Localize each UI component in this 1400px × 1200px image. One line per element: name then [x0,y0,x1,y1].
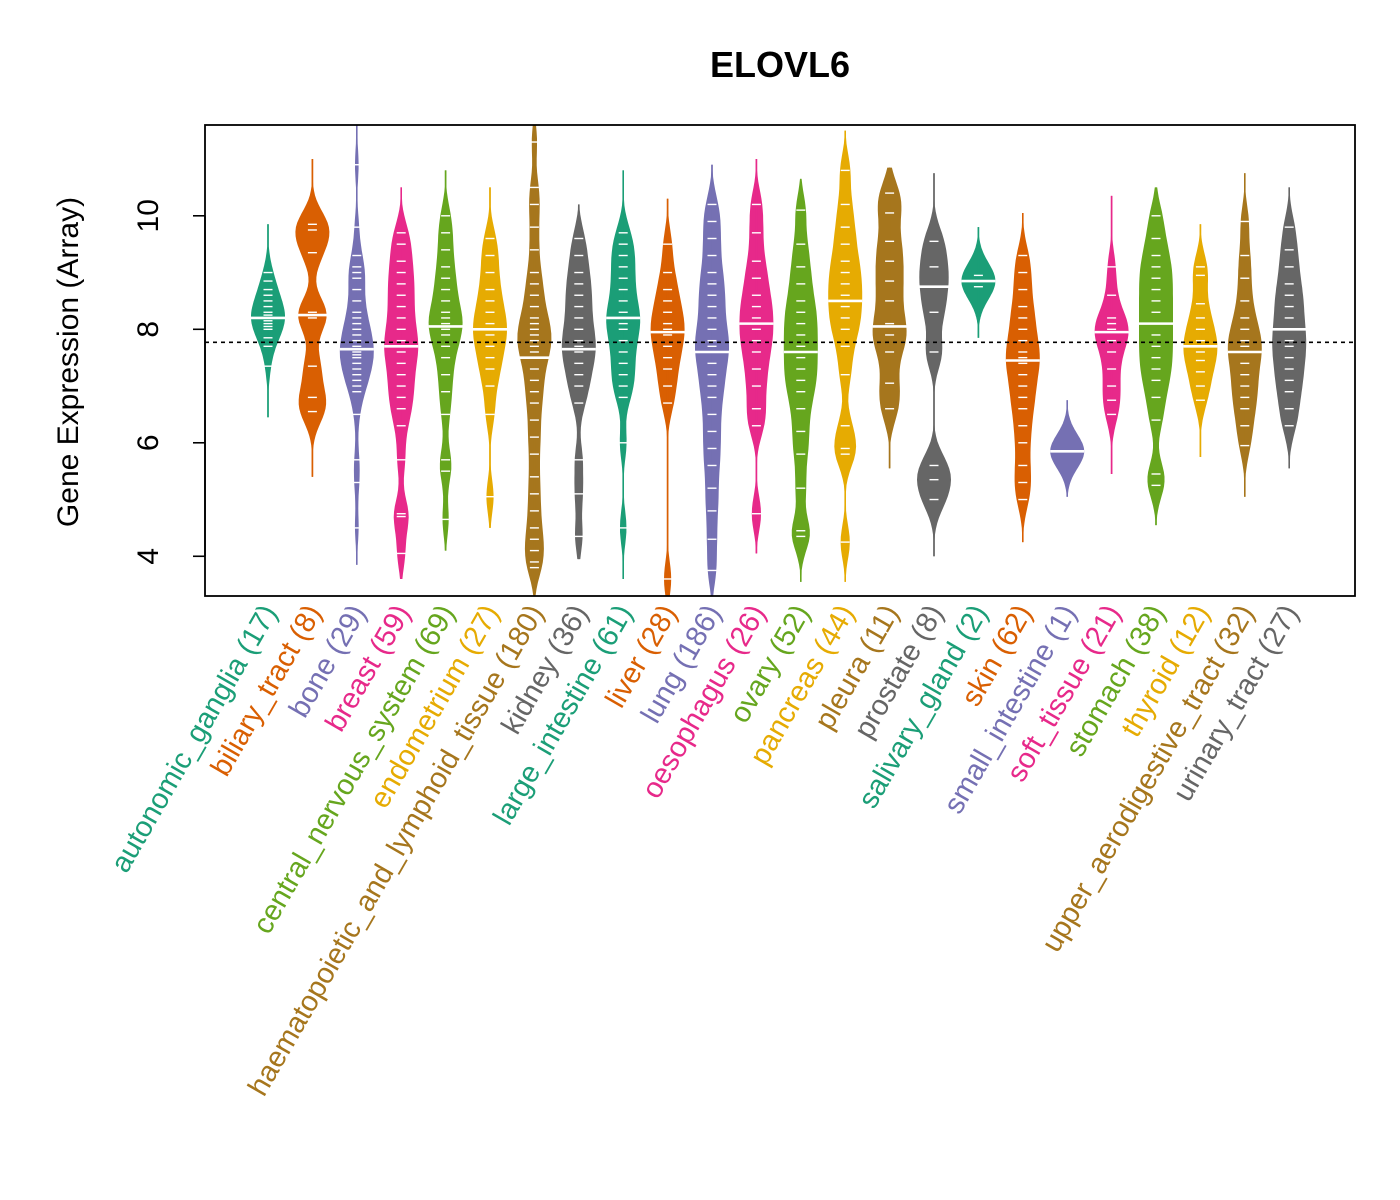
violin-0 [251,224,285,418]
violin-14 [872,167,907,469]
violin-16 [961,227,996,338]
violin-10 [695,164,729,596]
y-tick-label: 8 [132,321,165,338]
violin-22 [1227,173,1262,497]
violin-group [251,125,1307,597]
violin-11 [739,159,774,554]
violin-4 [428,170,463,551]
plot-frame [204,124,1356,597]
x-axis-labels: autonomic_ganglia (17)biliary_tract (8)b… [105,599,1305,1101]
violin-8 [606,170,641,579]
violin-21 [1183,224,1218,457]
violin-3 [384,187,419,579]
violin-19 [1094,195,1129,474]
y-tick-label: 6 [132,434,165,451]
violin-1 [295,159,330,477]
y-axis-label: Gene Expression (Array) [52,197,85,527]
violin-17 [1005,212,1040,543]
violin-6 [517,125,552,596]
violin-9 [650,198,685,597]
violin-20 [1139,187,1173,526]
y-tick-label: 4 [132,548,165,565]
violin-18 [1050,400,1085,497]
violin-23 [1272,187,1307,469]
chart-title: ELOVL6 [710,44,850,85]
violin-13 [828,130,863,582]
y-axis: 4 6 8 10 [132,199,206,565]
violin-15 [917,173,951,557]
violin-2 [339,125,374,565]
violin-5 [473,187,507,528]
y-tick-label: 10 [132,199,165,232]
violin-7 [561,204,596,560]
violin-12 [783,178,818,582]
